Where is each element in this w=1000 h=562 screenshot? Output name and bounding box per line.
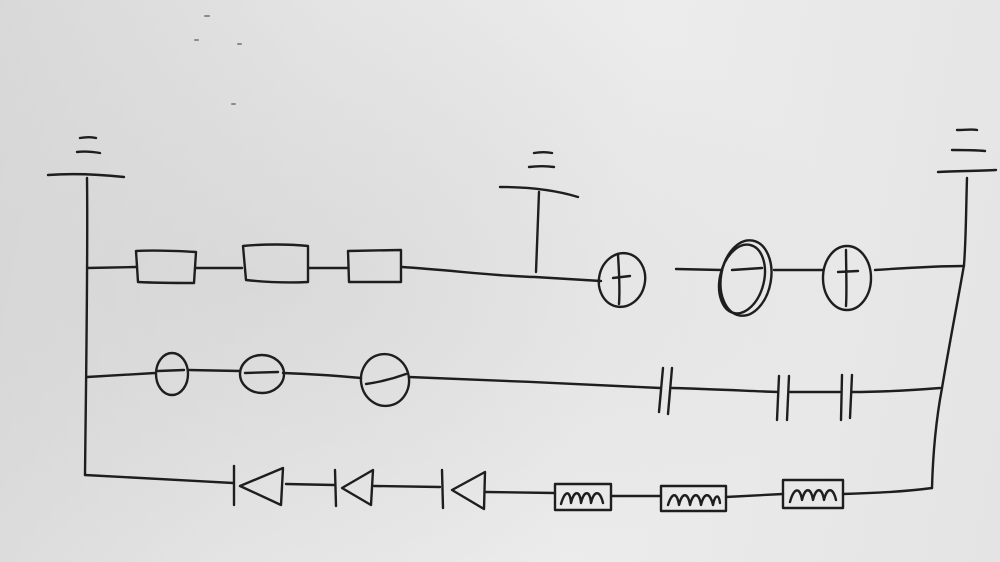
resistor-icon: [134, 249, 198, 285]
capacitor-icon: [839, 373, 854, 422]
bottom-row: [83, 464, 934, 513]
diode-icon: [333, 468, 375, 508]
capacitor-icon: [657, 366, 674, 416]
inductor-icon: [781, 478, 845, 510]
right-rail: [930, 176, 969, 490]
ground-icon: [936, 128, 998, 174]
top-wire-right: [674, 264, 966, 272]
left-rail: [83, 176, 89, 477]
resistor-icon: [241, 243, 310, 284]
lamp-icon: [717, 239, 773, 317]
resistor-icon: [346, 248, 403, 284]
ground-right: [936, 128, 998, 174]
capacitor-icon: [775, 374, 791, 422]
top-wire: [85, 265, 603, 283]
middle-row: [85, 351, 942, 422]
ground-icon: [498, 151, 580, 199]
ground-icon: [46, 136, 126, 179]
lamp-icon: [821, 244, 873, 312]
lamp-icon: [597, 251, 647, 309]
diode-icon: [440, 468, 487, 511]
inductor-icon: [553, 482, 613, 512]
inductor-icon: [659, 484, 728, 513]
middle-wire: [85, 368, 662, 390]
lamp-icon: [238, 353, 286, 395]
middle-wire-caps: [670, 386, 942, 394]
ground-left: [46, 136, 126, 179]
ground-middle-lead: [534, 190, 541, 274]
bottom-wire: [83, 473, 934, 499]
lamp-icon: [359, 352, 411, 408]
top-row: [85, 239, 966, 317]
diode-icon: [232, 464, 285, 507]
ground-middle: [498, 151, 580, 274]
paper-specks: [194, 15, 242, 105]
lamp-icon: [154, 351, 190, 397]
